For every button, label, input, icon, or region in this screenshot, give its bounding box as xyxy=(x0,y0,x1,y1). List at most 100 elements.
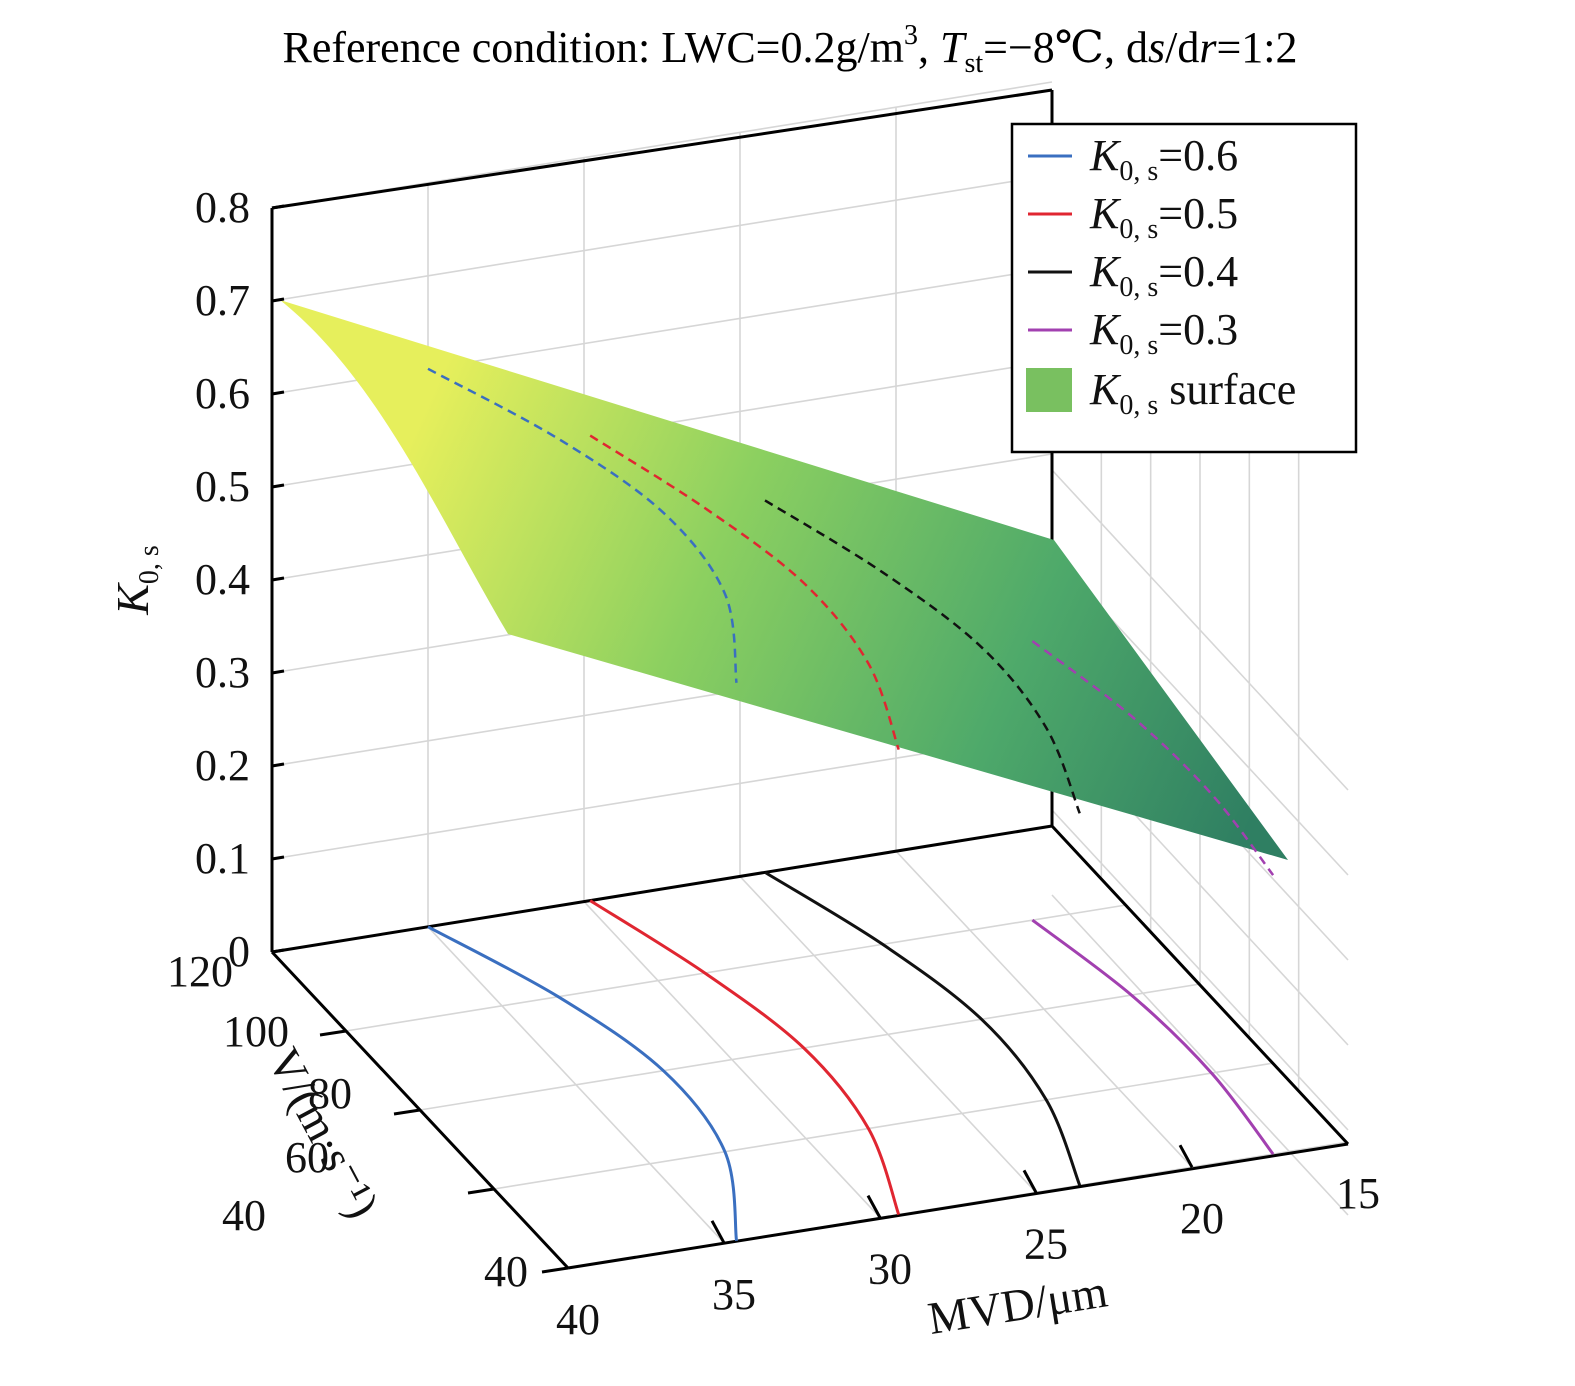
floor-contour-0.6 xyxy=(427,925,738,1241)
legend-label-suffix: surface xyxy=(1158,365,1296,414)
v-tick-mark xyxy=(541,1266,569,1274)
floor-mvd-gridline xyxy=(427,926,725,1244)
legend-label: K0, s=0.4 xyxy=(1089,247,1238,303)
back-hgrid-line xyxy=(271,174,1053,302)
z-tick-mark xyxy=(271,855,285,861)
legend-label: K0, s surface xyxy=(1089,365,1296,421)
mvd-tick-mark xyxy=(710,1220,726,1244)
z-tick-label: 0.7 xyxy=(195,276,250,325)
legend: K0, s=0.6K0, s=0.5K0, s=0.4K0, s=0.3K0, … xyxy=(1010,122,1358,454)
z-tick-mark xyxy=(271,483,285,489)
z-tick-mark xyxy=(271,576,285,582)
v-tick-mark xyxy=(467,1187,495,1195)
v-tick-mark xyxy=(319,1029,347,1037)
floor-contour-0.4 xyxy=(764,871,1082,1186)
back-hgrid-line xyxy=(271,732,1053,860)
mvd-tick-label: 15 xyxy=(1336,1169,1380,1218)
surface-contour-0.4 xyxy=(764,499,1081,814)
floor-v-gridline xyxy=(419,983,1201,1111)
legend-label-suffix: =0.4 xyxy=(1158,247,1238,296)
v-tick-label: 120 xyxy=(167,947,233,996)
z-tick-mark xyxy=(271,669,285,675)
z-tick-mark xyxy=(271,390,285,396)
floor-mvd-gridline xyxy=(895,850,1193,1168)
legend-label-letter: K xyxy=(1089,365,1122,414)
floor-mvd-gridline xyxy=(583,901,881,1219)
z-tick-label: 0.3 xyxy=(195,648,250,697)
title-ds-s: s xyxy=(1148,23,1165,72)
back-wall-top-edge xyxy=(271,88,1053,210)
surface-contour-0.3 xyxy=(1031,640,1275,876)
legend-label-sub: 0, s xyxy=(1119,272,1158,303)
right-floor-edge xyxy=(1050,824,1350,1146)
legend-label-suffix: =0.6 xyxy=(1158,131,1238,180)
mvd-tick-label: 40 xyxy=(556,1295,600,1344)
mvd-tick-mark xyxy=(1022,1169,1038,1194)
legend-label: K0, s=0.5 xyxy=(1089,189,1238,245)
mvd-tick-mark xyxy=(1178,1144,1194,1168)
title-sep1: , xyxy=(918,23,940,72)
legend-label-suffix: =0.3 xyxy=(1158,305,1238,354)
z-tick-mark xyxy=(271,297,285,303)
title-ratio: =1:2 xyxy=(1216,23,1297,72)
v-tick-label: 40 xyxy=(222,1191,266,1240)
z-axis-ticks: 0 0.1 0.2 0.3 0.4 0.5 0.6 0.7 0.8 xyxy=(195,183,285,976)
z-tick-label: 0.8 xyxy=(195,183,250,232)
v-tick-label: 60 xyxy=(285,1133,329,1182)
legend-label-sub: 0, s xyxy=(1119,390,1158,421)
v-axis-ticks: 40 40 60 80 100 120 xyxy=(167,947,569,1296)
floor-v-gridline xyxy=(345,904,1127,1032)
v-tick-label: 100 xyxy=(223,1007,289,1056)
title-dr-r: r xyxy=(1199,23,1217,72)
z-axis-title-letter: K xyxy=(107,582,158,616)
floor-contour-curves xyxy=(427,871,1275,1241)
z-tick-label: 0.4 xyxy=(195,555,250,604)
right-wall-diagonal xyxy=(1051,894,1349,1216)
floor-contour-0.3 xyxy=(1031,918,1275,1156)
z-tick-label: 0.5 xyxy=(195,462,250,511)
title-sep2: , d xyxy=(1104,23,1148,72)
title-slash: /d xyxy=(1165,23,1199,72)
mvd-tick-label: 35 xyxy=(712,1270,756,1319)
mvd-axis-title: MVD/μm xyxy=(924,1265,1111,1344)
legend-label: K0, s=0.3 xyxy=(1089,305,1238,361)
z-axis-title-sub: 0, s xyxy=(134,545,165,584)
title-main: Reference condition: LWC=0.2g/m xyxy=(282,23,903,72)
legend-label-letter: K xyxy=(1089,131,1122,180)
legend-label: K0, s=0.6 xyxy=(1089,131,1238,187)
z-tick-mark xyxy=(271,204,285,210)
legend-swatch-patch xyxy=(1026,368,1072,412)
chart-title: Reference condition: LWC=0.2g/m3, Tst=−8… xyxy=(282,20,1297,79)
mvd-axis-ticks: 40 35 30 25 20 15 xyxy=(556,1144,1380,1344)
legend-label-sub: 0, s xyxy=(1119,156,1158,187)
v-tick-label: 40 xyxy=(484,1247,528,1296)
legend-label-letter: K xyxy=(1089,305,1122,354)
floor-mvd-gridline xyxy=(739,875,1037,1193)
legend-label-letter: K xyxy=(1089,247,1122,296)
z-axis-title: K0, s xyxy=(107,545,165,616)
floor-contour-0.5 xyxy=(589,899,901,1216)
z-tick-label: 0.2 xyxy=(195,741,250,790)
z-tick-label: 0 xyxy=(228,927,250,976)
v-tick-label: 80 xyxy=(308,1069,352,1118)
v-tick-mark xyxy=(393,1108,421,1116)
mvd-tick-label: 30 xyxy=(868,1245,912,1294)
z-tick-mark xyxy=(271,948,285,954)
mvd-tick-label: 20 xyxy=(1180,1194,1224,1243)
title-t-sub: st xyxy=(964,48,983,79)
z-tick-label: 0.1 xyxy=(195,834,250,883)
legend-label-suffix: =0.5 xyxy=(1158,189,1238,238)
back-floor-edge xyxy=(271,824,1053,954)
k0s-surface xyxy=(280,300,1288,860)
right-wall-diagonal xyxy=(1051,809,1349,1131)
floor-v-gridline xyxy=(493,1062,1275,1190)
title-t-value: =−8℃ xyxy=(983,23,1104,72)
mvd-tick-mark xyxy=(866,1194,882,1219)
title-t-letter: T xyxy=(940,23,968,72)
surface-contour-0.6 xyxy=(427,367,738,683)
z-tick-mark xyxy=(271,762,285,768)
surface-contour-0.5 xyxy=(589,434,900,751)
mvd-axis-line xyxy=(567,1142,1349,1270)
mvd-tick-label: 25 xyxy=(1024,1219,1068,1268)
